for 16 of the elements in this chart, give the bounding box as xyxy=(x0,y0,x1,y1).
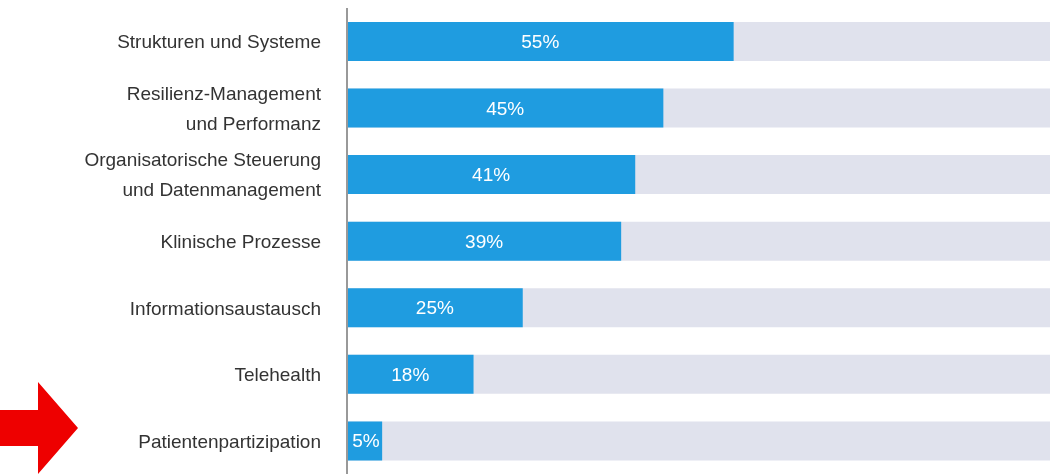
data-label: 39% xyxy=(465,230,504,252)
bar xyxy=(347,288,523,328)
y-tick-label: Telehealth xyxy=(234,363,321,385)
data-label: 18% xyxy=(391,363,430,385)
y-tick-label: Strukturen und Systeme xyxy=(117,30,321,52)
data-label: 55% xyxy=(521,30,560,52)
y-tick-label: Resilienz-Management und Performanz xyxy=(126,82,322,134)
data-label: 41% xyxy=(472,164,511,186)
data-label: 25% xyxy=(415,297,454,319)
y-tick-label: Patientenpartizipation xyxy=(138,430,321,452)
data-label: 45% xyxy=(486,97,525,119)
y-tick-label: Organisatorische Steuerung und Datenmanagement xyxy=(84,148,322,200)
bar xyxy=(347,354,474,394)
y-tick-label: Klinische Prozesse xyxy=(160,230,321,252)
y-tick-label: Informationsaustausch xyxy=(129,297,321,319)
data-label: 5% xyxy=(352,430,380,452)
